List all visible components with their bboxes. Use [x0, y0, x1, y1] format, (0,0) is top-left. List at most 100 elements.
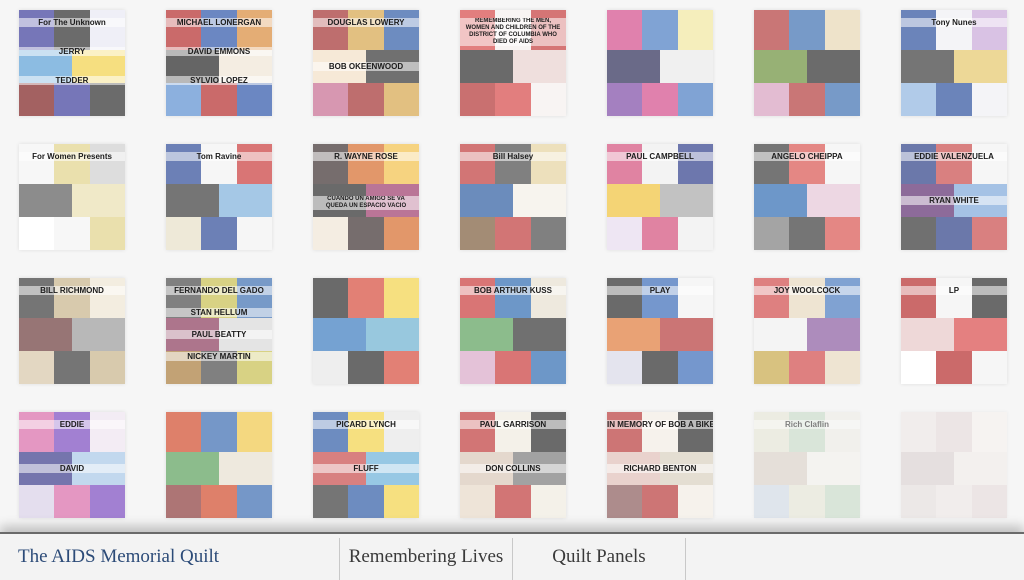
- panel-patch: [348, 10, 384, 50]
- nav-quilt-panels[interactable]: Quilt Panels: [552, 546, 646, 567]
- panel-patch: [901, 485, 936, 518]
- panel-inscription: CUANDO UN AMIGO SE VA QUEDA UN ESPACIO V…: [313, 196, 419, 210]
- panel-patch: [313, 318, 366, 351]
- panel-patch: [678, 217, 713, 250]
- quilt-panel-thumbnail[interactable]: ANGELO CHEIPPA: [754, 144, 860, 250]
- panel-patch: [384, 83, 419, 116]
- quilt-panel-thumbnail[interactable]: PAUL GARRISON DON COLLINS: [460, 412, 566, 518]
- quilt-panel-thumbnail[interactable]: MICHAEL LONERGAN DAVID EMMONS SYLVIO LOPEZ: [166, 10, 272, 116]
- quilt-panel-thumbnail[interactable]: EDDIE VALENZUELA RYAN WHITE: [901, 144, 1007, 250]
- panel-patch: [754, 318, 807, 351]
- panel-patch: [201, 217, 237, 250]
- quilt-panel-thumbnail[interactable]: FERNANDO DEL GADO STAN HELLUM PAUL BEATTY N…: [166, 278, 272, 384]
- panel-patch: [754, 452, 807, 485]
- quilt-panel-thumbnail[interactable]: JOY WOOLCOCK: [754, 278, 860, 384]
- panel-patch: [201, 10, 237, 50]
- panel-patch: [789, 217, 825, 250]
- panel-inscription: REMEMBERING THE MEN, WOMEN AND CHILDREN …: [460, 18, 566, 46]
- quilt-panel-thumbnail[interactable]: [313, 278, 419, 384]
- panel-inscription: MICHAEL LONERGAN: [166, 18, 272, 27]
- panel-patch: [607, 318, 660, 351]
- panel-inscription: PICARD LYNCH: [313, 420, 419, 429]
- panel-patch: [972, 412, 1007, 452]
- quilt-panel-thumbnail[interactable]: For The Unknown JERRY TEDDER: [19, 10, 125, 116]
- quilt-panel-thumbnail[interactable]: DOUGLAS LOWERY BOB OKEENWOOD: [313, 10, 419, 116]
- panel-patch: [495, 217, 531, 250]
- panel-patch: [54, 144, 90, 184]
- quilt-panel-thumbnail[interactable]: LP: [901, 278, 1007, 384]
- panel-patch: [936, 83, 972, 116]
- panel-patch: [642, 278, 678, 318]
- quilt-panel-thumbnail[interactable]: R. WAYNE ROSE CUANDO UN AMIGO SE VA QUEDA…: [313, 144, 419, 250]
- panel-patch: [384, 10, 419, 50]
- panel-patch: [807, 50, 860, 83]
- quilt-panel-thumbnail[interactable]: [607, 10, 713, 116]
- panel-patch: [219, 184, 272, 217]
- quilt-panel-thumbnail[interactable]: PICARD LYNCH FLUFF: [313, 412, 419, 518]
- panel-patch: [972, 83, 1007, 116]
- panel-patch: [348, 217, 384, 250]
- panel-patch: [642, 485, 678, 518]
- panel-patch: [807, 184, 860, 217]
- panel-patch: [678, 412, 713, 452]
- panel-patch: [901, 278, 936, 318]
- panel-inscription: R. WAYNE ROSE: [313, 152, 419, 161]
- panel-patch: [348, 278, 384, 318]
- panel-patch: [313, 351, 348, 384]
- panel-patch: [607, 144, 642, 184]
- panel-patch: [754, 184, 807, 217]
- panel-patch: [678, 83, 713, 116]
- quilt-panel-thumbnail[interactable]: [754, 10, 860, 116]
- quilt-panel-thumbnail[interactable]: IN MEMORY OF BOB A BIKER RICHARD BENTON: [607, 412, 713, 518]
- panel-patch: [607, 351, 642, 384]
- panel-patch: [460, 412, 495, 452]
- quilt-panel-thumbnail[interactable]: REMEMBERING THE MEN, WOMEN AND CHILDREN …: [460, 10, 566, 116]
- panel-wash: [901, 278, 1007, 384]
- panel-patch: [660, 50, 713, 83]
- quilt-panel-thumbnail[interactable]: Rich Claflin: [754, 412, 860, 518]
- panel-patch: [678, 10, 713, 50]
- panel-patch: [825, 10, 860, 50]
- quilt-panel-thumbnail[interactable]: [166, 412, 272, 518]
- site-title-link[interactable]: The AIDS Memorial Quilt: [18, 546, 220, 567]
- panel-patch: [90, 351, 125, 384]
- quilt-panel-thumbnail[interactable]: Bill Halsey: [460, 144, 566, 250]
- quilt-panel-thumbnail[interactable]: [901, 412, 1007, 518]
- nav-divider: [339, 538, 340, 580]
- panel-patch: [642, 412, 678, 452]
- panel-patch: [19, 184, 72, 217]
- panel-wash: [607, 10, 713, 116]
- panel-inscription: For Women Presents: [19, 152, 125, 161]
- nav-divider: [512, 538, 513, 580]
- panel-patch: [754, 50, 807, 83]
- quilt-panel-thumbnail[interactable]: Tony Nunes: [901, 10, 1007, 116]
- panel-inscription: TEDDER: [19, 76, 125, 85]
- panel-wash: [19, 144, 125, 250]
- panel-inscription: PAUL BEATTY: [166, 330, 272, 339]
- panel-inscription: For The Unknown: [19, 18, 125, 27]
- quilt-panel-grid: For The Unknown JERRY TEDDER MICHAEL LONERG…: [19, 10, 1007, 518]
- quilt-panel-thumbnail[interactable]: PAUL CAMPBELL: [607, 144, 713, 250]
- panel-patch: [90, 83, 125, 116]
- panel-patch: [495, 351, 531, 384]
- quilt-panel-thumbnail[interactable]: EDDIE DAVID: [19, 412, 125, 518]
- quilt-panel-thumbnail[interactable]: PLAY: [607, 278, 713, 384]
- panel-patch: [789, 278, 825, 318]
- panel-inscription: BILL RICHMOND: [19, 286, 125, 295]
- quilt-panel-thumbnail[interactable]: BILL RICHMOND: [19, 278, 125, 384]
- panel-patch: [789, 144, 825, 184]
- panel-patch: [678, 351, 713, 384]
- panel-patch: [54, 83, 90, 116]
- panel-patch: [201, 412, 237, 452]
- quilt-panel-thumbnail[interactable]: For Women Presents: [19, 144, 125, 250]
- nav-remembering-lives[interactable]: Remembering Lives: [348, 546, 504, 567]
- panel-patch: [384, 278, 419, 318]
- panel-patch: [807, 452, 860, 485]
- panel-patch: [607, 412, 642, 452]
- panel-patch: [825, 485, 860, 518]
- panel-patch: [166, 144, 201, 184]
- quilt-panel-thumbnail[interactable]: BOB ARTHUR KUSS: [460, 278, 566, 384]
- panel-inscription: DAVID: [19, 464, 125, 473]
- quilt-panel-thumbnail[interactable]: Tom Ravine: [166, 144, 272, 250]
- panel-inscription: IN MEMORY OF BOB A BIKER: [607, 420, 713, 429]
